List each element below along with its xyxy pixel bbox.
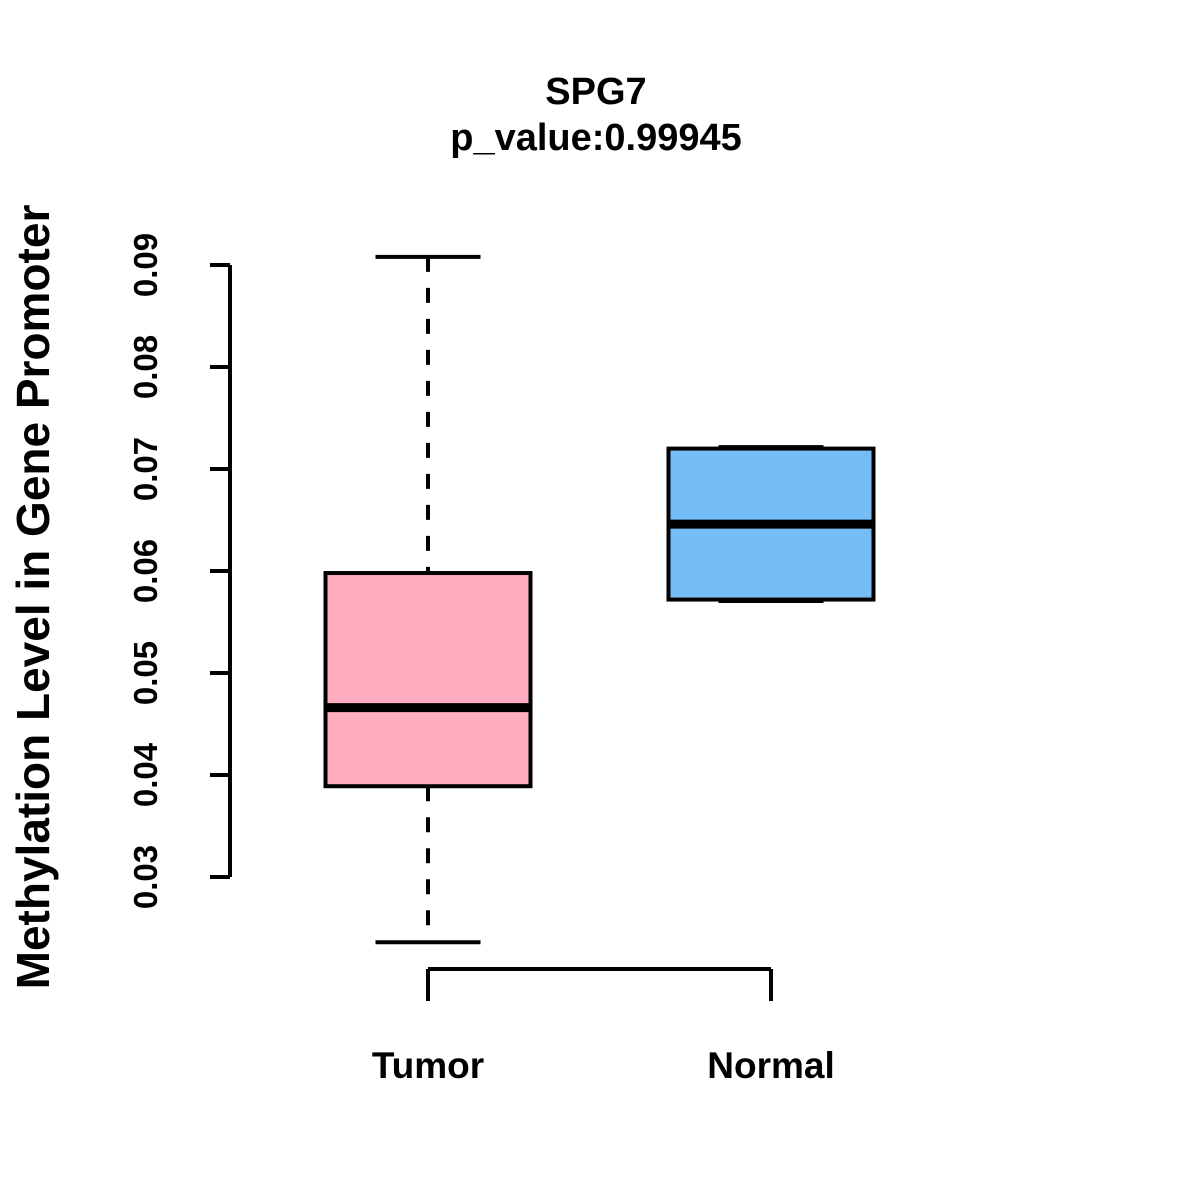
y-tick-label: 0.09 — [127, 232, 164, 298]
y-tick-label: 0.07 — [127, 436, 164, 502]
y-tick-label: 0.05 — [127, 640, 164, 706]
y-axis-title: Methylation Level in Gene Promoter — [7, 204, 59, 990]
chart-subtitle-pvalue: p_value:0.99945 — [450, 117, 742, 159]
y-tick-label: 0.03 — [127, 844, 164, 910]
y-tick-label: 0.06 — [127, 538, 164, 604]
x-category-label-tumor: Tumor — [371, 1045, 485, 1086]
y-tick-label: 0.08 — [127, 334, 164, 400]
chart-title: SPG7 — [545, 71, 647, 113]
tumor-box — [323, 571, 533, 789]
y-tick-label: 0.04 — [127, 742, 164, 808]
x-category-label-normal: Normal — [707, 1045, 835, 1086]
